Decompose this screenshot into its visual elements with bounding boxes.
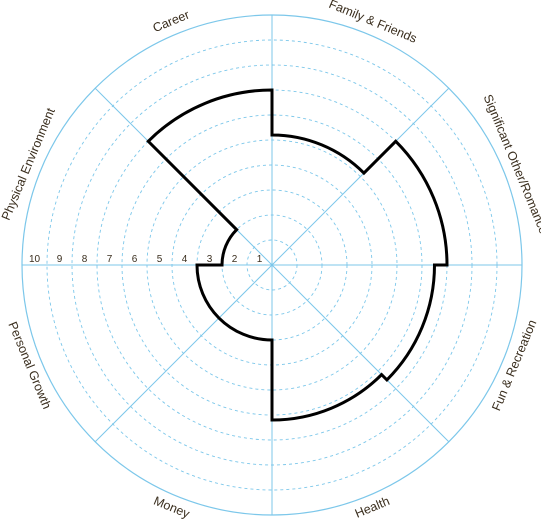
scale-label-6: 6 [132,254,138,265]
scale-label-4: 4 [182,254,188,265]
score-outline [146,88,449,422]
divider-3 [271,264,450,443]
segment-label-5: Personal Growth [5,320,54,411]
segment-label-2: Fun & Recreation [489,318,539,413]
scale-label-1: 1 [257,254,263,265]
divider-5 [94,264,273,443]
score-path [146,88,449,422]
segment-label-4: Money [152,494,193,522]
scale-label-10: 10 [29,254,41,265]
scale-label-9: 9 [57,254,63,265]
segment-label-3: Health [353,494,392,521]
scale-labels: 1 2 3 4 5 6 7 8 9 10 [29,254,263,265]
segment-label-1: Significant Other/Romance [481,92,541,235]
scale-label-2: 2 [232,254,238,265]
scale-label-8: 8 [82,254,88,265]
scale-label-7: 7 [107,254,113,265]
segment-label-0: Family & Friends [327,0,419,46]
scale-label-3: 3 [207,254,213,265]
scale-label-5: 5 [157,254,163,265]
divider-1 [271,87,450,266]
